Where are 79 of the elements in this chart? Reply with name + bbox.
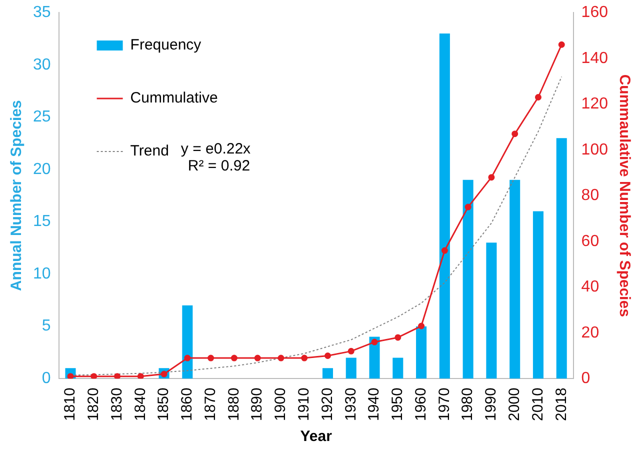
- y2-tick-label: 120: [581, 96, 608, 113]
- y-tick-label: 35: [33, 4, 51, 22]
- x-tick-label: 1820: [85, 388, 102, 422]
- bar: [462, 180, 474, 379]
- point: [254, 354, 261, 362]
- point: [534, 94, 542, 100]
- y-tick-label: 20: [33, 160, 51, 178]
- point: [230, 354, 238, 362]
- point: [184, 354, 191, 362]
- point: [512, 130, 518, 138]
- x-tick-label: 1920: [318, 388, 336, 422]
- x-tick-label: 1940: [366, 388, 383, 422]
- x-tick-label: 1910: [296, 388, 312, 422]
- y2-tick-label: 20: [581, 324, 600, 342]
- point: [301, 354, 308, 362]
- x-tick-label: 1970: [436, 388, 453, 422]
- point: [90, 373, 98, 379]
- x-tick-label: 1980: [459, 388, 476, 422]
- x-tick-label: 2018: [552, 388, 570, 422]
- annotation: R² = 0.92: [188, 158, 250, 175]
- bar: [439, 34, 450, 379]
- x-tick-label: 1930: [342, 388, 360, 422]
- y-tick-label: 15: [33, 213, 51, 230]
- point: [558, 41, 565, 48]
- point: [441, 247, 448, 254]
- x-tick-label: 1880: [225, 388, 242, 422]
- y2-axis-title: Cummaulative Number of Species: [616, 74, 633, 317]
- legend-label: Frequency: [130, 36, 202, 54]
- y-tick-label: 5: [42, 318, 51, 335]
- y2-tick-label: 0: [581, 370, 590, 388]
- point: [464, 204, 472, 210]
- bar: [346, 358, 356, 379]
- y2-tick-label: 60: [581, 232, 600, 250]
- y2-tick-label: 80: [581, 187, 600, 204]
- x-tick-label: 1850: [155, 388, 172, 422]
- y-tick-label: 30: [33, 56, 51, 74]
- y-tick-label: 10: [33, 265, 51, 282]
- x-axis-title: Year: [300, 428, 332, 446]
- y-tick-label: 0: [42, 370, 51, 388]
- bar: [182, 305, 193, 379]
- bar: [510, 180, 520, 379]
- point: [278, 354, 284, 362]
- bar: [486, 242, 497, 379]
- x-tick-label: 1830: [108, 388, 126, 422]
- y-tick-label: 25: [33, 108, 51, 126]
- x-tick-label: 1950: [389, 388, 406, 422]
- y2-tick-label: 140: [581, 50, 608, 67]
- x-tick-label: 1870: [202, 388, 219, 422]
- point: [208, 354, 214, 362]
- x-tick-label: 1840: [132, 388, 149, 422]
- point: [324, 352, 331, 360]
- bar: [392, 358, 404, 379]
- y2-tick-label: 160: [581, 4, 608, 22]
- bar: [532, 211, 544, 379]
- x-tick-label: 2010: [529, 388, 546, 422]
- point: [348, 348, 354, 354]
- x-tick-label: 1890: [248, 388, 266, 422]
- y2-tick-label: 40: [581, 278, 600, 296]
- bar: [322, 368, 334, 379]
- y2-tick-label: 100: [581, 141, 608, 158]
- x-tick-label: 1900: [272, 388, 290, 422]
- x-tick-label: 1990: [482, 388, 500, 422]
- point: [418, 322, 425, 330]
- x-tick-label: 1810: [62, 388, 79, 422]
- x-tick-label: 1960: [412, 388, 430, 422]
- x-tick-label: 2000: [506, 388, 523, 422]
- point: [137, 373, 144, 379]
- point: [488, 174, 495, 181]
- point: [371, 338, 378, 346]
- annotation: y = e0.22x: [180, 140, 252, 158]
- x-tick-label: 1860: [178, 388, 196, 422]
- legend-label: Cummulative: [130, 90, 218, 107]
- bar: [416, 326, 427, 379]
- point: [114, 373, 121, 379]
- point: [394, 334, 402, 341]
- bar: [556, 138, 567, 379]
- bar: [369, 336, 380, 379]
- y-axis-title: Annual Number of Species: [8, 100, 26, 292]
- legend-label: Trend: [130, 142, 169, 160]
